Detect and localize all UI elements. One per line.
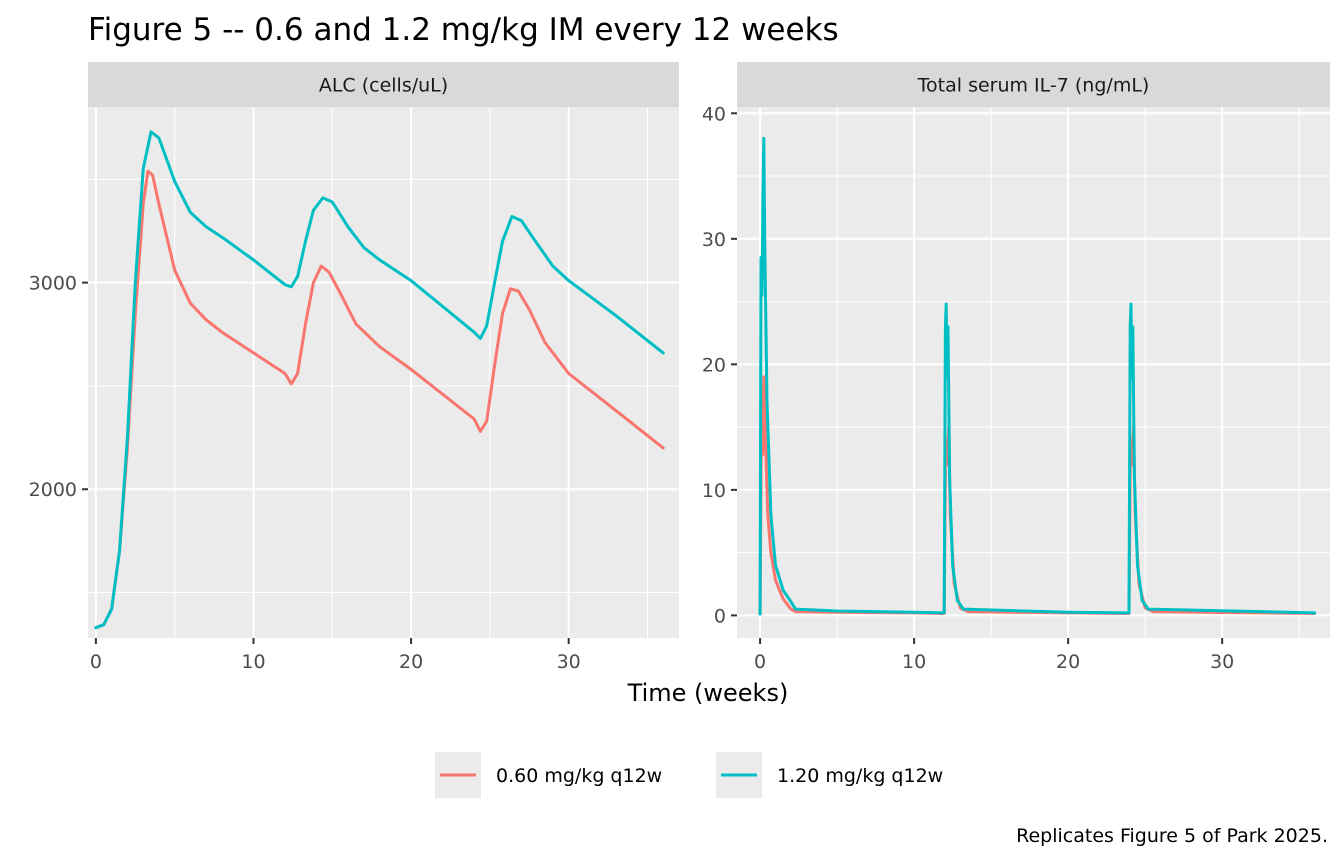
legend-label-series-2: 1.20 mg/kg q12w	[777, 765, 943, 787]
x-tick-label: 30	[1210, 651, 1234, 673]
legend: 0.60 mg/kg q12w 1.20 mg/kg q12w	[435, 752, 943, 798]
panel-alc: ALC (cells/uL) 0 10 20 30 2000 3000	[29, 62, 679, 673]
y-tick-label: 0	[714, 605, 726, 627]
y-tick-label: 2000	[29, 479, 77, 501]
panel-strip	[88, 62, 679, 107]
series-line-2	[94, 130, 665, 630]
panel-il7: Total serum IL-7 (ng/mL) 0 10 20 30 0 10 20 30…	[702, 62, 1330, 673]
y-tick-label: 10	[702, 480, 726, 502]
chart-caption: Replicates Figure 5 of Park 2025.	[1016, 825, 1328, 847]
x-tick-label: 20	[1056, 651, 1080, 673]
panel-strip-label: Total serum IL-7 (ng/mL)	[917, 75, 1150, 97]
legend-label-series-1: 0.60 mg/kg q12w	[496, 765, 662, 787]
x-tick-label: 0	[754, 651, 766, 673]
panel-strip-label: ALC (cells/uL)	[319, 75, 448, 97]
x-tick-label: 10	[241, 651, 265, 673]
x-tick-label: 10	[902, 651, 926, 673]
x-tick-label: 20	[399, 651, 423, 673]
panel-background	[88, 107, 679, 638]
y-tick-label: 30	[702, 229, 726, 251]
y-tick-label: 3000	[29, 273, 77, 295]
panel-background	[737, 107, 1330, 638]
x-axis-title: Time (weeks)	[627, 679, 789, 707]
x-tick-label: 30	[557, 651, 581, 673]
chart-title: Figure 5 -- 0.6 and 1.2 mg/kg IM every 1…	[88, 12, 839, 48]
series-line-1	[94, 169, 665, 630]
series-line-2	[758, 136, 1317, 616]
x-tick-label: 0	[90, 651, 102, 673]
y-tick-label: 40	[702, 103, 726, 125]
y-tick-label: 20	[702, 354, 726, 376]
panel-strip	[737, 62, 1330, 107]
